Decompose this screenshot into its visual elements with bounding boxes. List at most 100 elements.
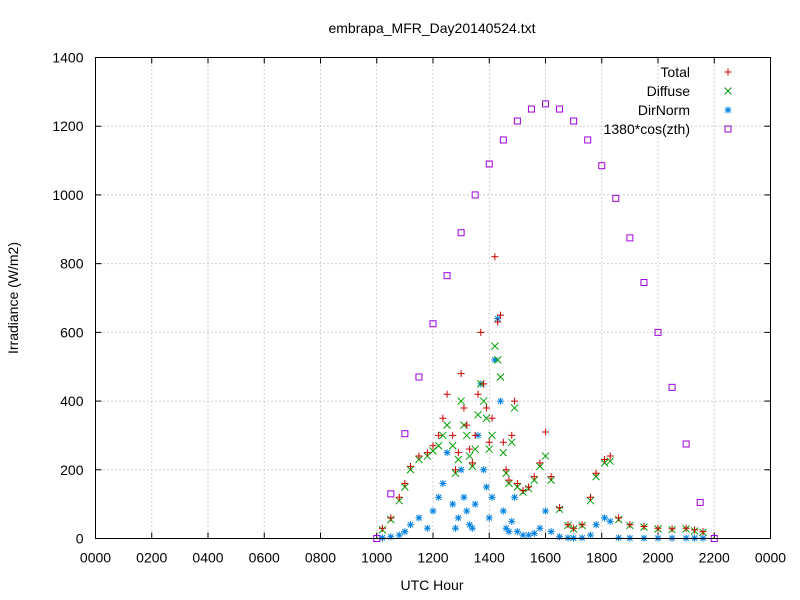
data-point [378, 534, 386, 542]
data-point [510, 404, 519, 412]
data-point [606, 457, 615, 466]
data-point [578, 534, 586, 542]
data-point [457, 466, 465, 474]
data-point [429, 320, 437, 328]
data-point [505, 476, 513, 484]
data-point [474, 410, 482, 419]
data-point [480, 380, 488, 388]
data-point [443, 390, 451, 398]
data-point [536, 459, 544, 467]
data-point [407, 462, 414, 470]
data-point [460, 493, 468, 501]
data-point [668, 525, 676, 533]
data-point [556, 533, 564, 541]
data-point [434, 441, 443, 450]
series-total [378, 253, 707, 536]
data-point [488, 493, 496, 501]
data-point [387, 514, 395, 522]
y-tick-label: 800 [60, 256, 84, 272]
data-point [474, 390, 482, 398]
data-point [519, 531, 527, 539]
data-point [463, 421, 471, 429]
data-point [468, 459, 476, 467]
data-point [497, 311, 504, 319]
data-point [592, 521, 600, 529]
data-point [448, 441, 457, 450]
data-point [485, 438, 493, 446]
data-point [439, 414, 447, 422]
x-tick-label: 0000 [755, 550, 786, 566]
data-point [443, 272, 451, 280]
y-tick-label: 1000 [52, 187, 83, 203]
data-point [499, 136, 507, 144]
x-tick-label: 0400 [192, 550, 223, 566]
data-point [525, 531, 533, 539]
series-dirnorm [378, 315, 707, 542]
data-point [547, 528, 555, 536]
data-point [449, 500, 457, 508]
data-point [465, 452, 474, 460]
data-point [584, 136, 592, 144]
data-point [556, 105, 564, 113]
data-point [556, 504, 564, 512]
data-point [454, 449, 462, 457]
data-point [513, 528, 521, 536]
data-point [387, 490, 395, 498]
data-point [497, 397, 504, 405]
data-point [401, 480, 409, 488]
grid-lines [95, 57, 771, 539]
data-point [454, 455, 463, 464]
data-point [502, 524, 510, 532]
data-point [601, 455, 609, 463]
x-tick-label: 0600 [249, 550, 280, 566]
series-diffuse [378, 342, 707, 537]
legend-marker [724, 106, 732, 114]
data-point [457, 370, 465, 378]
data-point [696, 498, 704, 506]
data-point [541, 452, 550, 460]
data-point [587, 493, 594, 501]
x-tick-label: 2200 [699, 550, 730, 566]
data-point [479, 397, 488, 405]
data-point [578, 521, 586, 529]
data-point [482, 483, 490, 491]
data-point [601, 514, 609, 522]
data-point [415, 514, 423, 522]
data-point [547, 473, 555, 481]
data-point [452, 524, 459, 532]
x-tick-label: 0000 [80, 550, 111, 566]
y-axis-label: Irradiance (W/m2) [5, 242, 21, 354]
data-point [519, 486, 527, 494]
y-tick-label: 1200 [52, 118, 83, 134]
data-point [499, 438, 507, 446]
x-tick-label: 1400 [474, 550, 505, 566]
data-point [415, 373, 423, 381]
data-point [654, 524, 662, 532]
data-point [482, 414, 491, 423]
data-point [513, 117, 521, 125]
data-point [449, 431, 457, 439]
legend-label: Total [660, 64, 690, 80]
data-point [429, 507, 437, 515]
data-point [587, 531, 594, 539]
data-point [499, 448, 508, 457]
data-point [460, 404, 468, 412]
data-point [536, 524, 544, 532]
data-point [527, 105, 535, 113]
legend-marker [724, 87, 732, 95]
data-point [466, 445, 474, 453]
y-tick-label: 0 [76, 531, 84, 547]
data-point [491, 253, 499, 261]
data-point [438, 431, 447, 440]
legend-label: Diffuse [647, 83, 691, 99]
data-point [457, 229, 465, 237]
data-point [395, 531, 403, 539]
data-point [564, 534, 572, 542]
data-point [525, 483, 533, 491]
data-point [507, 438, 516, 447]
data-point [482, 404, 490, 412]
chart-title: embrapa_MFR_Day20140524.txt [328, 20, 535, 36]
data-point [511, 397, 519, 405]
data-point [615, 514, 623, 522]
